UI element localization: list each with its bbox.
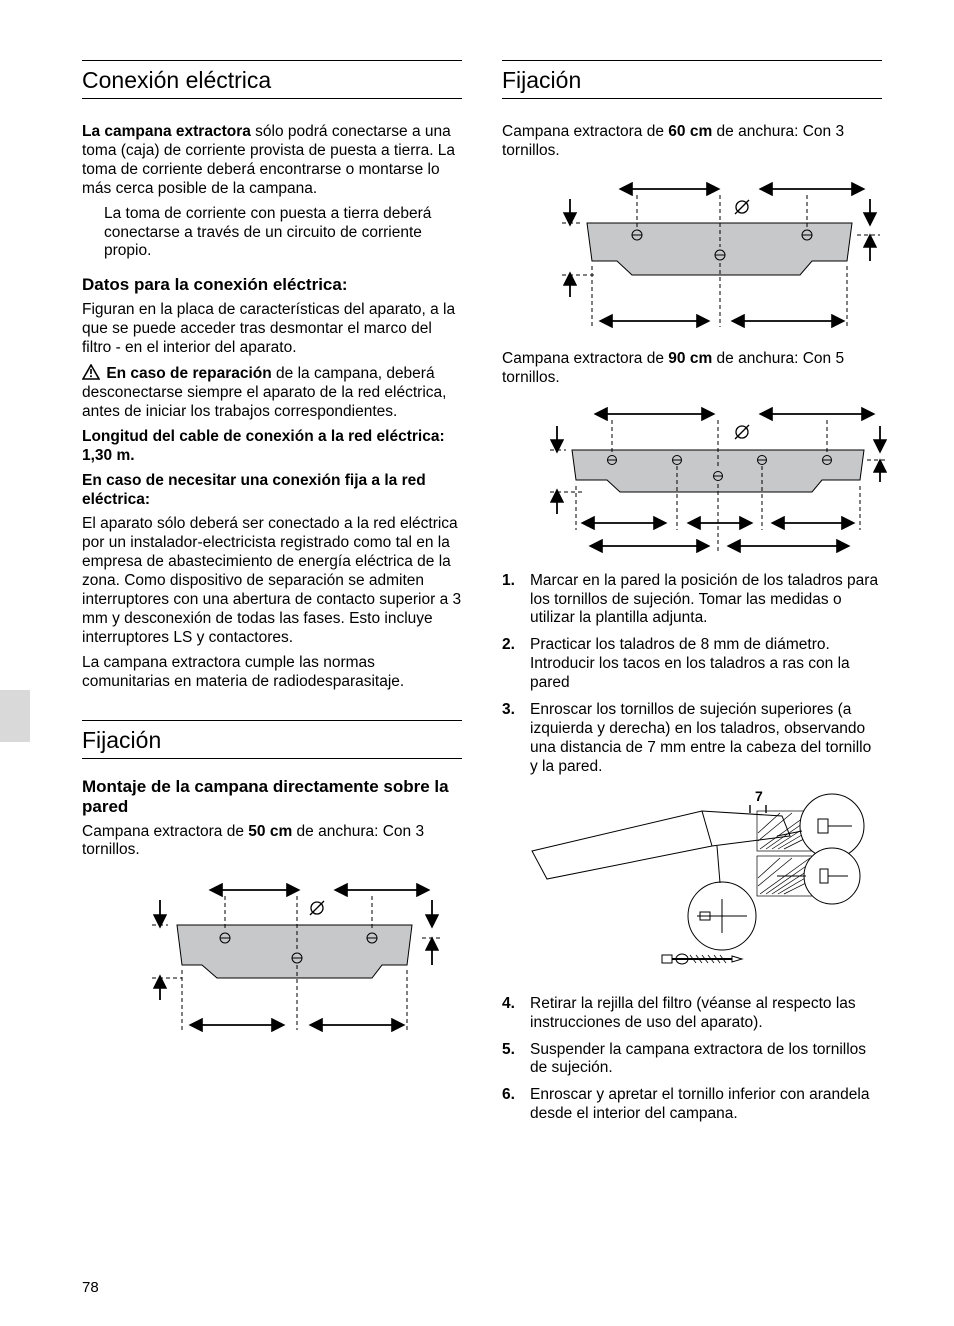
step-text: Enroscar los tornillos de sujeción super… [530, 701, 871, 775]
bold: 50 cm [248, 823, 292, 840]
step-2: 2.Practicar los taladros de 8 mm de diám… [502, 636, 882, 693]
step-text: Suspender la campana extractora de los t… [530, 1041, 866, 1077]
paragraph-bold: Longitud del cable de conexión a la red … [82, 428, 462, 466]
text: Campana extractora de [82, 823, 248, 840]
step-6: 6.Enroscar y apretar el tornillo inferio… [502, 1086, 882, 1124]
paragraph: Campana extractora de 90 cm de anchura: … [502, 350, 882, 388]
text: Campana extractora de [502, 350, 668, 367]
text: Campana extractora de [502, 123, 668, 140]
step-text: Enroscar y apretar el tornillo inferior … [530, 1086, 869, 1122]
step-4: 4.Retirar la rejilla del filtro (véanse … [502, 995, 882, 1033]
paragraph: Figuran en la placa de características d… [82, 301, 462, 358]
paragraph: La campana extractora cumple las normas … [82, 654, 462, 692]
step-text: Marcar en la pared la posición de los ta… [530, 572, 878, 627]
paragraph: La campana extractora sólo podrá conecta… [82, 123, 462, 199]
side-tab [0, 690, 30, 742]
lead-bold: En caso de reparación [106, 365, 271, 382]
heading-fixing-right: Fijación [502, 60, 882, 99]
paragraph: Campana extractora de 50 cm de anchura: … [82, 823, 462, 861]
page: Conexión eléctrica La campana extractora… [0, 0, 954, 1326]
paragraph: El aparato sólo deberá ser conectado a l… [82, 515, 462, 647]
diagram-90cm [502, 398, 882, 558]
step-text: Retirar la rejilla del filtro (véanse al… [530, 995, 856, 1031]
diagram-60cm [502, 171, 882, 336]
bold: 60 cm [668, 123, 712, 140]
columns: Conexión eléctrica La campana extractora… [82, 60, 882, 1132]
lead-bold: La campana extractora [82, 123, 251, 140]
subheading-data: Datos para la conexión eléctrica: [82, 275, 462, 295]
bold: 90 cm [668, 350, 712, 367]
heading-electrical: Conexión eléctrica [82, 60, 462, 99]
warning-icon [82, 364, 100, 380]
paragraph-bold: En caso de necesitar una conexión fija a… [82, 472, 462, 510]
subheading-mount: Montaje de la campana directamente sobre… [82, 777, 462, 817]
page-number: 78 [82, 1279, 99, 1296]
step-text: Practicar los taladros de 8 mm de diámet… [530, 636, 850, 691]
paragraph: Campana extractora de 60 cm de anchura: … [502, 123, 882, 161]
steps-list-2: 4.Retirar la rejilla del filtro (véanse … [502, 995, 882, 1124]
step-5: 5.Suspender la campana extractora de los… [502, 1041, 882, 1079]
paragraph-warning: En caso de reparación de la campana, deb… [82, 364, 462, 422]
left-column: Conexión eléctrica La campana extractora… [82, 60, 462, 1132]
diagram-screw-detail: 7 [522, 781, 882, 981]
right-column: Fijación Campana extractora de 60 cm de … [502, 60, 882, 1132]
step-3: 3.Enroscar los tornillos de sujeción sup… [502, 701, 882, 777]
paragraph-indent: La toma de corriente con puesta a tierra… [104, 205, 462, 262]
diagram-50cm [82, 870, 462, 1040]
step-1: 1.Marcar en la pared la posición de los … [502, 572, 882, 629]
heading-fixing-left: Fijación [82, 720, 462, 759]
steps-list: 1.Marcar en la pared la posición de los … [502, 572, 882, 777]
label-7: 7 [755, 788, 763, 804]
